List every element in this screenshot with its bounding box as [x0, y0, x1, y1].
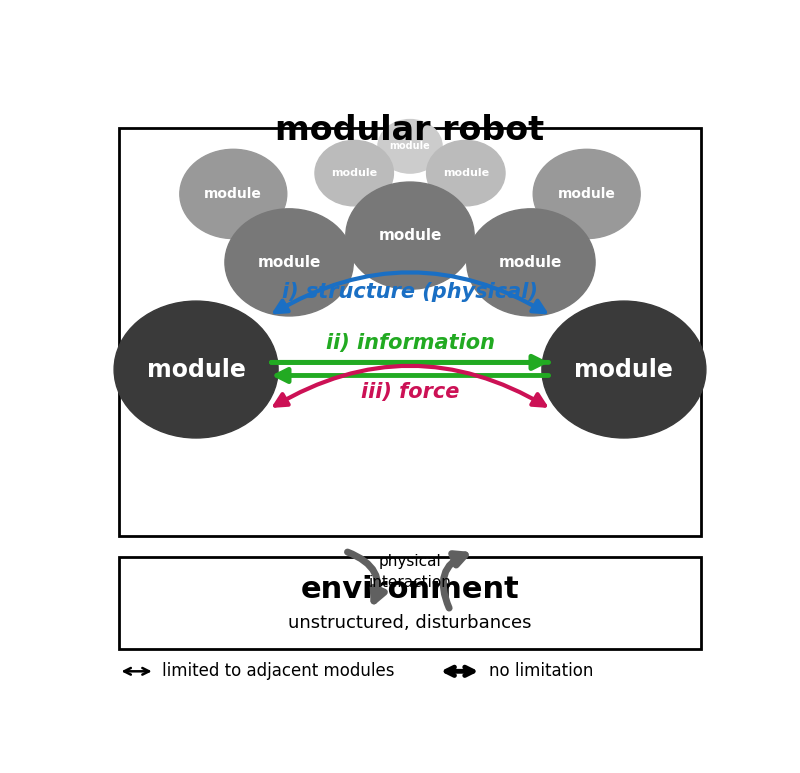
Text: module: module: [258, 255, 321, 270]
Ellipse shape: [426, 141, 505, 206]
Text: module: module: [499, 255, 562, 270]
Bar: [118, 128, 702, 536]
FancyArrowPatch shape: [275, 272, 545, 312]
Text: module: module: [574, 358, 674, 382]
Ellipse shape: [180, 149, 286, 239]
Ellipse shape: [225, 209, 354, 316]
Ellipse shape: [114, 301, 278, 438]
Text: physical
interaction: physical interaction: [369, 554, 451, 590]
Text: i) structure (physical): i) structure (physical): [282, 282, 538, 302]
Text: module: module: [331, 168, 378, 178]
Text: module: module: [204, 187, 262, 201]
Bar: [118, 557, 702, 649]
FancyArrowPatch shape: [277, 369, 549, 382]
Text: ii) information: ii) information: [326, 332, 494, 352]
Text: modular robot: modular robot: [275, 114, 545, 147]
Text: no limitation: no limitation: [490, 662, 594, 680]
Text: module: module: [378, 228, 442, 243]
Ellipse shape: [378, 120, 442, 173]
Text: module: module: [390, 141, 430, 152]
FancyArrowPatch shape: [347, 552, 384, 601]
Text: module: module: [442, 168, 489, 178]
Text: environment: environment: [301, 575, 519, 604]
Text: module: module: [558, 187, 616, 201]
Ellipse shape: [542, 301, 706, 438]
FancyArrowPatch shape: [271, 356, 543, 369]
Text: iii) force: iii) force: [361, 382, 459, 401]
Text: unstructured, disturbances: unstructured, disturbances: [288, 615, 532, 632]
FancyArrowPatch shape: [275, 366, 545, 406]
FancyArrowPatch shape: [443, 553, 466, 608]
Ellipse shape: [534, 149, 640, 239]
Ellipse shape: [346, 182, 474, 289]
Ellipse shape: [315, 141, 394, 206]
Ellipse shape: [466, 209, 595, 316]
Text: limited to adjacent modules: limited to adjacent modules: [162, 662, 394, 680]
Text: module: module: [146, 358, 246, 382]
